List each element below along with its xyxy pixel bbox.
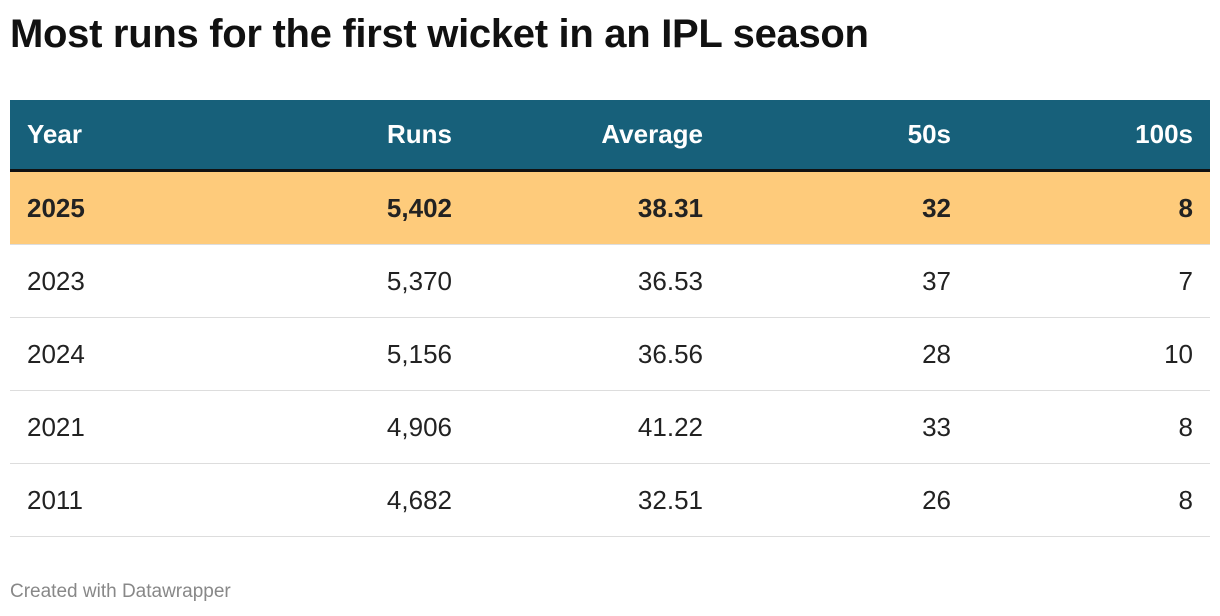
- table-cell: 4,682: [386, 484, 452, 515]
- table-cell: 2025: [27, 192, 85, 223]
- table-cell: 8: [1178, 192, 1193, 223]
- table-row: 2024 5,156 36.56 28 10: [10, 318, 1210, 391]
- table-cell: 10: [1164, 338, 1193, 369]
- table-cell: 4,906: [386, 411, 452, 442]
- table-cell: 5,156: [386, 338, 452, 369]
- table-cell: 5,402: [386, 192, 452, 223]
- table-cell: 7: [1178, 265, 1193, 296]
- table-cell: 2021: [27, 411, 85, 442]
- table-cell: 8: [1178, 411, 1193, 442]
- column-header: 50s: [907, 119, 951, 149]
- column-header: 100s: [1135, 119, 1193, 149]
- table-cell: 36.56: [637, 338, 703, 369]
- header-row: Year Runs Average 50s 100s: [10, 100, 1210, 172]
- table-cell: 32: [922, 192, 951, 223]
- table-row: 2025 5,402 38.31 32 8: [10, 172, 1210, 245]
- table-cell: 37: [922, 265, 951, 296]
- table-cell: 26: [922, 484, 951, 515]
- table-row: 2011 4,682 32.51 26 8: [10, 464, 1210, 537]
- table-cell: 2024: [27, 338, 85, 369]
- table-cell: 28: [922, 338, 951, 369]
- table-cell: 33: [922, 411, 951, 442]
- table-cell: 41.22: [637, 411, 703, 442]
- table: Year Runs Average 50s 100s 2025 5,402 38.31 32 8 2…: [10, 100, 1210, 537]
- table-cell: 36.53: [637, 265, 703, 296]
- credit: Created with Datawrapper: [10, 581, 231, 602]
- table-row: 2023 5,370 36.53 37 7: [10, 245, 1210, 318]
- title: Most runs for the first wicket in an IPL…: [10, 12, 869, 56]
- table-cell: 38.31: [637, 192, 703, 223]
- column-header: Average: [601, 119, 703, 149]
- column-header: Year: [27, 119, 82, 149]
- table-cell: 5,370: [386, 265, 452, 296]
- table-cell: 8: [1178, 484, 1193, 515]
- table-cell: 2011: [27, 484, 83, 515]
- table-row: 2021 4,906 41.22 33 8: [10, 391, 1210, 464]
- column-header: Runs: [387, 119, 452, 149]
- table-cell: 32.51: [637, 484, 703, 515]
- table-cell: 2023: [27, 265, 85, 296]
- table-body: 2025 5,402 38.31 32 8 2023 5,370 36.53 37 7 2024 5,…: [10, 172, 1210, 537]
